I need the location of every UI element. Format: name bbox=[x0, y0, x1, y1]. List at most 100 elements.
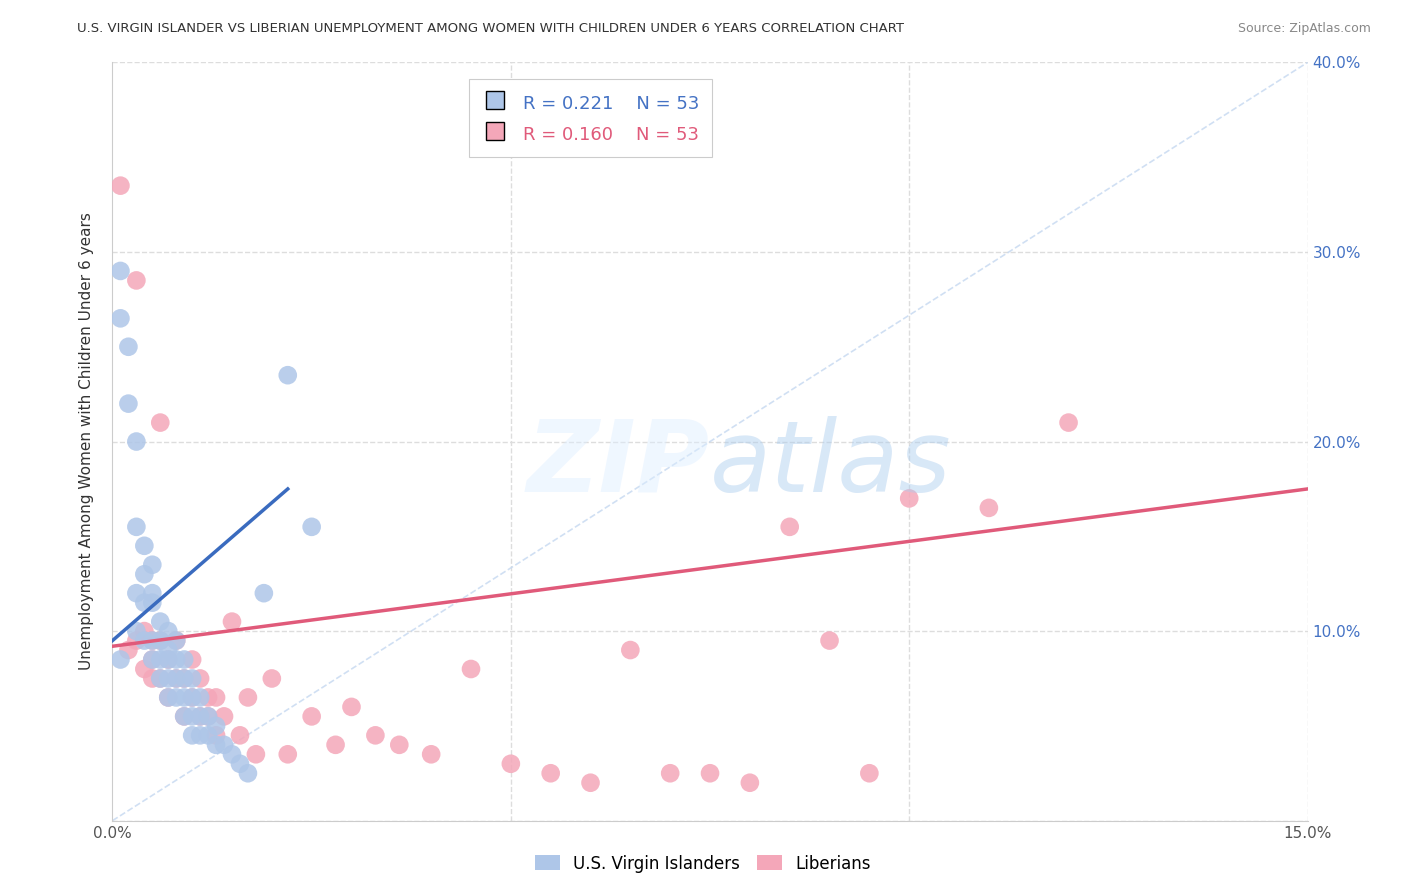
Point bbox=[134, 567, 156, 582]
Text: ZIP: ZIP bbox=[527, 416, 710, 513]
Point bbox=[221, 615, 243, 629]
Point bbox=[738, 776, 761, 790]
Point bbox=[301, 520, 323, 534]
Point bbox=[173, 709, 195, 723]
Point bbox=[340, 699, 363, 714]
Point bbox=[1057, 416, 1080, 430]
Point bbox=[165, 672, 187, 686]
Point bbox=[134, 662, 156, 676]
Point bbox=[253, 586, 276, 600]
Point bbox=[149, 652, 172, 666]
Point bbox=[260, 672, 283, 686]
Point bbox=[818, 633, 841, 648]
Point bbox=[110, 311, 132, 326]
Point bbox=[149, 633, 172, 648]
Point bbox=[149, 633, 172, 648]
Point bbox=[125, 434, 148, 449]
Point bbox=[134, 633, 156, 648]
Point bbox=[221, 747, 243, 762]
Point bbox=[157, 643, 180, 657]
Point bbox=[117, 396, 139, 410]
Point bbox=[157, 652, 180, 666]
Point bbox=[325, 738, 347, 752]
Point bbox=[149, 672, 172, 686]
Point bbox=[141, 596, 163, 610]
Point bbox=[205, 690, 228, 705]
Point bbox=[229, 728, 252, 742]
Text: atlas: atlas bbox=[710, 416, 952, 513]
Legend: U.S. Virgin Islanders, Liberians: U.S. Virgin Islanders, Liberians bbox=[529, 848, 877, 880]
Point bbox=[141, 633, 163, 648]
Point bbox=[141, 558, 163, 572]
Point bbox=[460, 662, 482, 676]
Point bbox=[141, 672, 163, 686]
Point bbox=[499, 756, 522, 771]
Point bbox=[197, 728, 219, 742]
Point bbox=[779, 520, 801, 534]
Point bbox=[165, 672, 187, 686]
Point bbox=[173, 709, 195, 723]
Point bbox=[277, 747, 299, 762]
Point bbox=[173, 690, 195, 705]
Point bbox=[188, 728, 211, 742]
Point bbox=[197, 690, 219, 705]
Point bbox=[858, 766, 880, 780]
Point bbox=[301, 709, 323, 723]
Point bbox=[197, 709, 219, 723]
Point bbox=[110, 652, 132, 666]
Point bbox=[188, 709, 211, 723]
Point bbox=[212, 709, 235, 723]
Point bbox=[205, 719, 228, 733]
Point bbox=[212, 738, 235, 752]
Point bbox=[173, 672, 195, 686]
Point bbox=[181, 709, 204, 723]
Point bbox=[165, 633, 187, 648]
Point bbox=[141, 586, 163, 600]
Point bbox=[188, 672, 211, 686]
Point bbox=[117, 643, 139, 657]
Point bbox=[110, 178, 132, 193]
Point bbox=[157, 652, 180, 666]
Point bbox=[181, 672, 204, 686]
Legend: R = 0.221    N = 53, R = 0.160    N = 53: R = 0.221 N = 53, R = 0.160 N = 53 bbox=[470, 79, 711, 157]
Point bbox=[977, 500, 1000, 515]
Y-axis label: Unemployment Among Women with Children Under 6 years: Unemployment Among Women with Children U… bbox=[79, 212, 94, 671]
Point bbox=[157, 690, 180, 705]
Point bbox=[149, 672, 172, 686]
Point bbox=[205, 728, 228, 742]
Text: Source: ZipAtlas.com: Source: ZipAtlas.com bbox=[1237, 22, 1371, 36]
Point bbox=[141, 652, 163, 666]
Point bbox=[579, 776, 602, 790]
Point bbox=[619, 643, 641, 657]
Point bbox=[157, 624, 180, 639]
Point bbox=[540, 766, 562, 780]
Point bbox=[141, 652, 163, 666]
Point bbox=[134, 539, 156, 553]
Point bbox=[181, 652, 204, 666]
Point bbox=[236, 766, 259, 780]
Point bbox=[157, 672, 180, 686]
Point bbox=[245, 747, 267, 762]
Point bbox=[197, 709, 219, 723]
Point bbox=[125, 586, 148, 600]
Point bbox=[699, 766, 721, 780]
Point bbox=[149, 416, 172, 430]
Point bbox=[898, 491, 921, 506]
Point bbox=[125, 624, 148, 639]
Point bbox=[125, 633, 148, 648]
Text: U.S. VIRGIN ISLANDER VS LIBERIAN UNEMPLOYMENT AMONG WOMEN WITH CHILDREN UNDER 6 : U.S. VIRGIN ISLANDER VS LIBERIAN UNEMPLO… bbox=[77, 22, 904, 36]
Point bbox=[188, 690, 211, 705]
Point bbox=[165, 652, 187, 666]
Point bbox=[173, 672, 195, 686]
Point bbox=[165, 633, 187, 648]
Point bbox=[173, 652, 195, 666]
Point bbox=[205, 738, 228, 752]
Point bbox=[388, 738, 411, 752]
Point bbox=[181, 690, 204, 705]
Point bbox=[134, 624, 156, 639]
Point bbox=[181, 728, 204, 742]
Point bbox=[188, 709, 211, 723]
Point bbox=[229, 756, 252, 771]
Point bbox=[117, 340, 139, 354]
Point bbox=[420, 747, 443, 762]
